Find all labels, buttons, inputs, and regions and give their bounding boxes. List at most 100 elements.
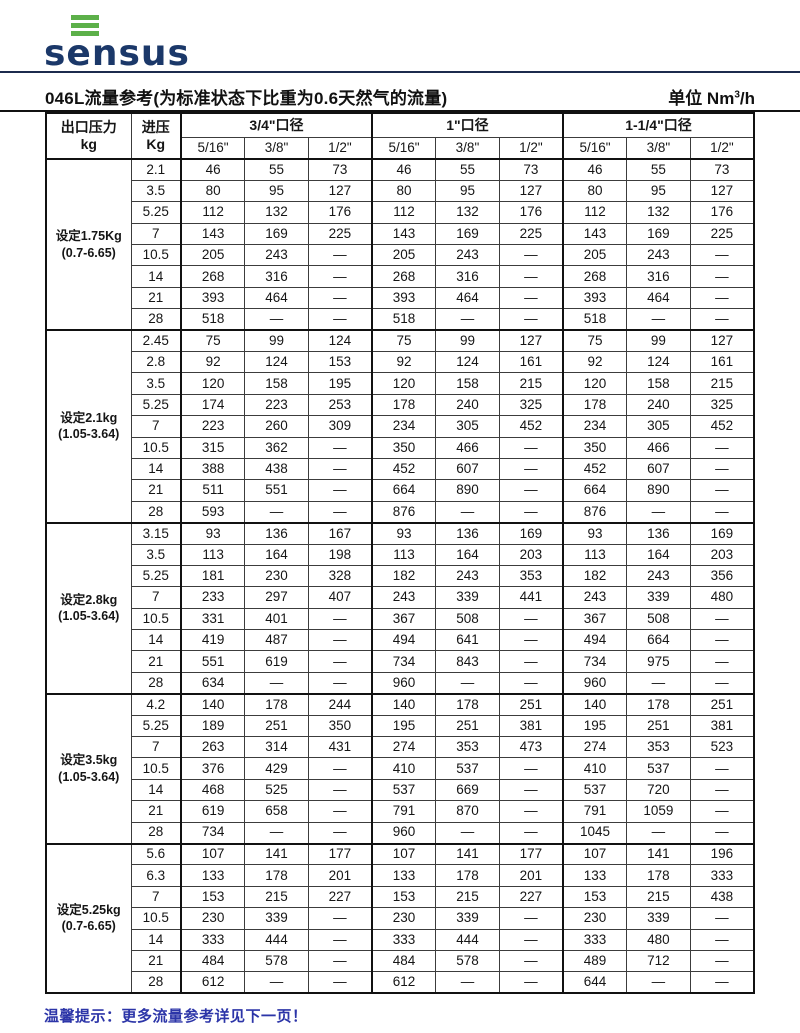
flow-value-cell: 328 [307,564,373,588]
flow-value-cell: 464 [626,286,691,310]
flow-value-cell: — [498,629,564,652]
header-subcol-3-8: 3/8" [244,136,309,160]
flow-value-cell: 333 [180,928,246,951]
flow-value-cell: — [626,500,691,524]
flow-value-cell: 196 [689,842,755,866]
flow-value-cell: — [307,500,373,524]
flow-value-cell: 243 [561,586,628,609]
unit-superscript: 3 [734,89,740,101]
table-row: 3.5 113 164 198 113 164 203 113 164 203 [46,543,755,566]
table-row: 28 634— —960— —960— — [46,671,755,695]
flow-value-cell: 240 [435,393,500,417]
inlet-pressure-cell: 5.25 [130,393,182,417]
flow-value-cell: 407 [307,586,373,609]
table-row: 3.5 120 158 195 120 158 215 120 158 215 [46,372,755,395]
table-header-row-1: 出口压力 kg 进压 Kg 3/4"口径 1"口径 1-1/4"口径 [45,112,755,160]
header-subcol-5-16: 5/16" [180,136,246,160]
flow-value-cell: 203 [498,543,564,566]
flow-value-cell: 167 [307,521,373,545]
flow-value-cell: 120 [370,372,437,395]
flow-value-cell: 890 [435,479,500,502]
flow-value-cell: — [244,971,309,994]
inlet-pressure-cell: 28 [130,308,182,331]
inlet-pressure-cell: 14 [130,629,182,652]
flow-value-cell: 132 [435,201,500,224]
flow-value-cell: — [689,757,755,780]
footer-note: 温馨提示：更多流量参考详见下一页！ [44,1008,308,1025]
flow-value-cell: 203 [689,543,755,566]
flow-value-cell: — [626,671,691,695]
flow-value-cell: — [689,308,755,331]
flow-value-cell: 551 [244,479,309,502]
flow-value-cell: 268 [370,265,437,288]
flow-value-cell: — [498,907,564,930]
flow-value-cell: 367 [561,607,628,631]
flow-value-cell: — [689,607,755,631]
flow-value-cell: 243 [626,244,691,267]
flow-value-cell: — [498,244,564,267]
inlet-pressure-cell: 10.5 [130,436,182,459]
flow-value-cell: 305 [626,415,691,438]
flow-value-cell: — [307,607,373,631]
flow-value-cell: — [689,244,755,267]
flow-value-cell: 316 [244,265,309,288]
flow-value-cell: 634 [180,671,246,695]
flow-value-cell: 201 [307,864,373,887]
flow-value-cell: 537 [370,778,437,802]
flow-value-cell: 305 [435,415,500,438]
flow-value-cell: 132 [244,201,309,224]
inlet-pressure-cell: 3.5 [130,179,182,203]
flow-value-cell: 393 [561,286,628,310]
table-row: 14 468 525—537 669—537 720— [46,778,755,802]
header-subcol-1-2: 1/2" [689,136,755,160]
flow-value-cell: 164 [626,543,691,566]
flow-value-cell: 107 [561,842,628,866]
flow-value-cell: 136 [435,521,500,545]
flow-value-cell: — [307,286,373,310]
flow-value-cell: 178 [244,864,309,887]
flow-value-cell: 251 [626,714,691,738]
flow-value-cell: — [307,629,373,652]
table-row: 设定5.25kg (0.7-6.65) 5.6 107 141 177 107 141 177 1… [45,842,755,994]
flow-value-cell: 612 [180,971,246,994]
flow-value-cell: 339 [626,907,691,930]
flow-value-cell: — [435,821,500,845]
table-row: 10.5 315 362—350 466—350 466— [46,436,755,459]
flow-value-cell: 393 [370,286,437,310]
flow-value-cell: 55 [435,157,500,181]
flow-value-cell: 46 [180,157,246,181]
flow-value-cell: 484 [180,949,246,973]
table-row: 28 734— —960— —1045— — [46,821,755,845]
flow-value-cell: 734 [370,650,437,673]
flow-value-cell: 107 [370,842,437,866]
table-row: 10.5 376 429—410 537—410 537— [46,757,755,780]
flow-value-cell: 205 [370,244,437,267]
inlet-pressure-cell: 28 [130,821,182,845]
flow-value-cell: 641 [435,629,500,652]
flow-value-cell: 93 [370,521,437,545]
flow-value-cell: 975 [626,650,691,673]
flow-value-cell: 95 [626,179,691,203]
flow-value-cell: — [689,971,755,994]
flow-value-cell: 140 [370,692,437,716]
flow-value-cell: — [435,671,500,695]
flow-value-cell: 99 [435,329,500,353]
table-row: 21 484 578—484 578—489 712— [46,949,755,973]
flow-value-cell: 92 [180,351,246,374]
header-subcol-1-2: 1/2" [498,136,564,160]
flow-value-cell: — [244,308,309,331]
flow-value-cell: — [689,907,755,930]
flow-value-cell: — [689,949,755,973]
inlet-pressure-cell: 5.6 [130,842,182,866]
flow-value-cell: 331 [180,607,246,631]
flow-value-cell: 314 [244,736,309,759]
flow-value-cell: 141 [435,842,500,866]
flow-value-cell: 410 [561,757,628,780]
flow-value-cell: 664 [626,629,691,652]
flow-value-cell: 333 [689,864,755,887]
flow-value-cell: 419 [180,629,246,652]
sensus-logo: sensus [44,12,244,72]
inlet-pressure-cell: 14 [130,778,182,802]
table-row: 10.5 331 401—367 508—367 508— [46,607,755,631]
table-row: 21 619 658—791 870—791 1059— [46,800,755,823]
